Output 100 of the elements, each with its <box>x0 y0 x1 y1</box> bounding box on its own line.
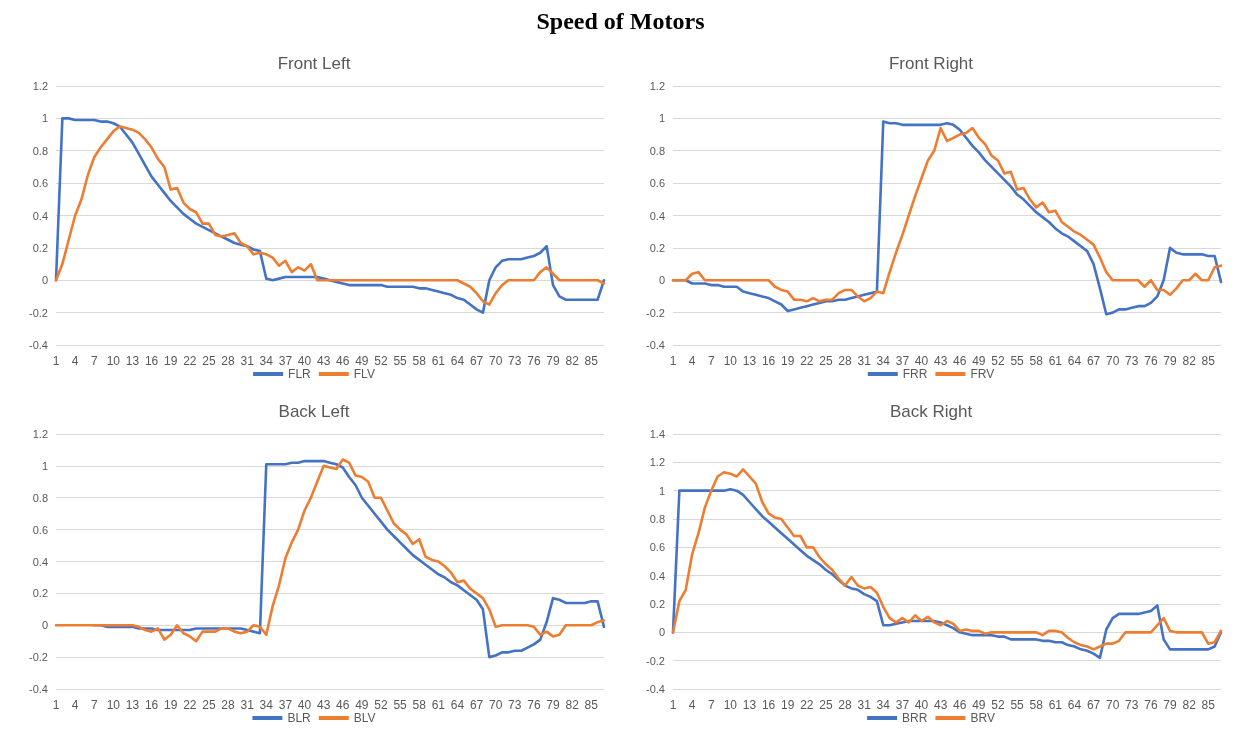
x-tick-label: 64 <box>450 354 465 368</box>
x-tick-label: 16 <box>144 354 159 368</box>
x-tick-label: 13 <box>742 698 757 712</box>
x-tick-label: 4 <box>71 354 79 368</box>
x-tick-label: 25 <box>819 354 833 368</box>
y-tick-label: 0.8 <box>32 491 48 504</box>
x-tick-label: 22 <box>800 698 814 712</box>
x-tick-label: 4 <box>688 354 696 368</box>
x-tick-label: 58 <box>1029 698 1044 712</box>
x-tick-label: 16 <box>761 698 776 712</box>
x-tick-label: 67 <box>469 354 484 368</box>
y-tick-label: -0.2 <box>29 306 48 319</box>
x-tick-label: 19 <box>781 698 795 712</box>
y-tick-label: 0 <box>41 274 48 287</box>
y-tick-label: 0.6 <box>649 541 665 554</box>
x-tick-label: 67 <box>1086 698 1101 712</box>
y-tick-label: 1 <box>41 459 48 472</box>
x-tick-label: 70 <box>488 698 503 712</box>
y-tick-label: 0.4 <box>32 209 48 222</box>
x-tick-label: 73 <box>1125 354 1139 368</box>
x-tick-label: 49 <box>355 698 369 712</box>
x-tick-label: 61 <box>431 698 446 712</box>
y-tick-label: 0.2 <box>32 587 48 600</box>
y-tick-label: -0.4 <box>646 339 665 351</box>
y-tick-label: 0.4 <box>649 209 665 222</box>
x-tick-label: 1 <box>52 354 60 368</box>
y-tick-label: 0.6 <box>32 177 48 190</box>
x-tick-label: 43 <box>933 698 948 712</box>
chart-title: Back Right <box>889 402 973 421</box>
x-tick-label: 16 <box>761 354 776 368</box>
x-tick-label: 67 <box>1086 354 1101 368</box>
x-tick-label: 79 <box>546 354 561 368</box>
x-tick-label: 79 <box>1163 698 1178 712</box>
y-tick-label: 1 <box>658 112 665 125</box>
x-tick-label: 43 <box>316 354 331 368</box>
y-tick-label: 0.2 <box>32 241 48 254</box>
x-tick-label: 73 <box>508 698 522 712</box>
x-tick-label: 46 <box>953 354 967 368</box>
x-tick-label: 37 <box>278 354 293 368</box>
x-tick-label: 7 <box>707 354 715 368</box>
x-tick-label: 16 <box>144 698 159 712</box>
y-tick-label: 1.2 <box>32 80 48 92</box>
legend-label: BRV <box>970 711 995 725</box>
y-tick-label: 0 <box>658 274 665 287</box>
y-tick-label: 1.2 <box>32 428 48 440</box>
x-tick-label: 28 <box>221 354 236 368</box>
x-tick-label: 76 <box>527 698 541 712</box>
x-tick-label: 55 <box>393 354 408 368</box>
x-tick-label: 1 <box>52 698 60 712</box>
x-tick-label: 82 <box>565 698 580 712</box>
chart-title: Front Right <box>888 54 974 73</box>
legend-label: FRV <box>970 367 995 381</box>
x-tick-label: 19 <box>164 354 178 368</box>
x-tick-label: 10 <box>723 698 738 712</box>
x-tick-label: 13 <box>125 354 140 368</box>
x-tick-label: 28 <box>221 698 236 712</box>
x-tick-label: 37 <box>895 698 910 712</box>
y-tick-label: 0.6 <box>32 523 48 536</box>
x-tick-label: 82 <box>1182 698 1197 712</box>
x-tick-label: 25 <box>202 354 216 368</box>
x-tick-label: 52 <box>374 698 388 712</box>
y-tick-label: 0.8 <box>649 513 665 525</box>
x-tick-label: 55 <box>1010 354 1025 368</box>
x-tick-label: 7 <box>707 698 715 712</box>
y-tick-label: 1 <box>658 484 665 497</box>
x-tick-label: 22 <box>183 354 197 368</box>
y-tick-label: 0.2 <box>649 241 665 254</box>
x-tick-label: 67 <box>469 698 484 712</box>
x-tick-label: 52 <box>991 354 1005 368</box>
x-tick-label: 34 <box>259 354 274 368</box>
x-tick-label: 31 <box>240 354 255 368</box>
x-tick-label: 64 <box>450 698 465 712</box>
x-tick-label: 31 <box>857 354 872 368</box>
legend-label: FLR <box>288 367 312 381</box>
y-tick-label: 1 <box>41 112 48 125</box>
y-tick-label: 0.8 <box>649 144 665 157</box>
x-tick-label: 31 <box>240 698 255 712</box>
y-tick-label: 0.6 <box>649 177 665 190</box>
y-tick-label: -0.2 <box>29 651 48 664</box>
x-tick-label: 34 <box>876 698 891 712</box>
y-tick-label: 0.8 <box>32 144 48 157</box>
x-tick-label: 76 <box>527 354 541 368</box>
y-tick-label: 1.4 <box>649 428 665 440</box>
x-tick-label: 49 <box>355 354 369 368</box>
x-tick-label: 28 <box>838 698 853 712</box>
x-tick-label: 52 <box>374 354 388 368</box>
x-tick-label: 70 <box>1105 354 1120 368</box>
x-tick-label: 4 <box>71 698 79 712</box>
x-tick-label: 61 <box>431 354 446 368</box>
x-tick-label: 46 <box>336 698 350 712</box>
x-tick-label: 40 <box>914 698 929 712</box>
x-tick-label: 1 <box>669 354 677 368</box>
x-tick-label: 70 <box>1105 698 1120 712</box>
x-tick-label: 1 <box>669 698 677 712</box>
legend-label: BLR <box>287 711 312 725</box>
x-tick-label: 40 <box>297 354 312 368</box>
x-tick-label: 70 <box>488 354 503 368</box>
x-tick-label: 34 <box>259 698 274 712</box>
x-tick-label: 25 <box>202 698 216 712</box>
x-tick-label: 79 <box>1163 354 1178 368</box>
